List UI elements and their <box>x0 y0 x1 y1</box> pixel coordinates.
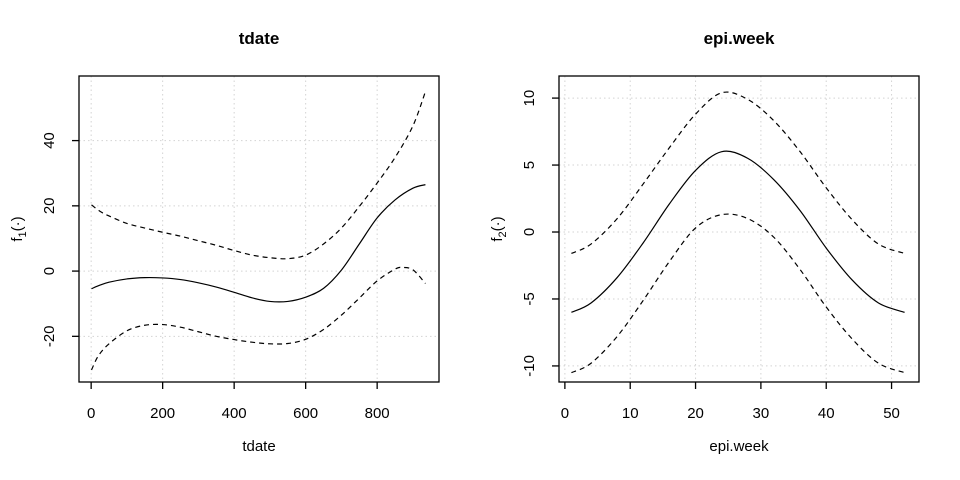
x-tick-label: 0 <box>87 405 95 422</box>
x-tick-label: 800 <box>365 405 390 422</box>
lower-ci-path <box>90 266 426 371</box>
x-tick-label: 200 <box>150 405 175 422</box>
y-tick-label: -20 <box>41 325 58 347</box>
y-tick-label: -10 <box>521 355 538 377</box>
x-axis: 0 200 400 600 800 <box>87 382 390 422</box>
plot-panel-epi-week: epi.week f2(·) 0 10 20 30 40 50 -10 -5 0 5 10 epi.… <box>480 0 960 480</box>
x-tick-label: 10 <box>622 405 639 422</box>
y-tick-label: 10 <box>521 90 538 107</box>
plot-area: 0 10 20 30 40 50 -10 -5 0 5 10 <box>521 75 920 422</box>
y-tick-label: 0 <box>521 228 538 236</box>
plot-title: tdate <box>238 29 280 48</box>
y-tick-label: -5 <box>521 292 538 305</box>
y-axis: -10 -5 0 5 10 <box>521 90 559 377</box>
plot-frame <box>78 75 440 383</box>
x-tick-label: 30 <box>753 405 770 422</box>
x-tick-label: 50 <box>883 405 900 422</box>
lower-ci-path <box>571 213 905 374</box>
y-tick-label: 40 <box>41 132 58 149</box>
x-axis: 0 10 20 30 40 50 <box>561 382 900 422</box>
y-tick-label: 5 <box>521 161 538 169</box>
plot-area: 0 200 400 600 800 -20 0 20 40 <box>41 75 440 422</box>
y-tick-label: 20 <box>41 197 58 214</box>
x-tick-label: 400 <box>222 405 247 422</box>
x-axis-label: tdate <box>242 438 276 455</box>
upper-ci-path <box>571 91 905 255</box>
plot-frame <box>558 75 920 383</box>
fit-path <box>91 184 426 303</box>
x-tick-label: 20 <box>687 405 704 422</box>
plot-panel-tdate: tdate f1(·) 0 200 400 600 800 -20 0 20 40 tdate <box>9 29 440 455</box>
grid <box>79 76 439 382</box>
fit-path <box>571 150 905 313</box>
x-tick-label: 600 <box>293 405 318 422</box>
y-tick-label: 0 <box>41 267 58 275</box>
y-axis: -20 0 20 40 <box>41 132 79 347</box>
upper-ci-path <box>91 91 426 260</box>
plot-title: epi.week <box>703 29 775 48</box>
x-tick-label: 0 <box>561 405 569 422</box>
x-axis-label: epi.week <box>709 438 769 455</box>
x-tick-label: 40 <box>818 405 835 422</box>
grid <box>559 76 919 382</box>
